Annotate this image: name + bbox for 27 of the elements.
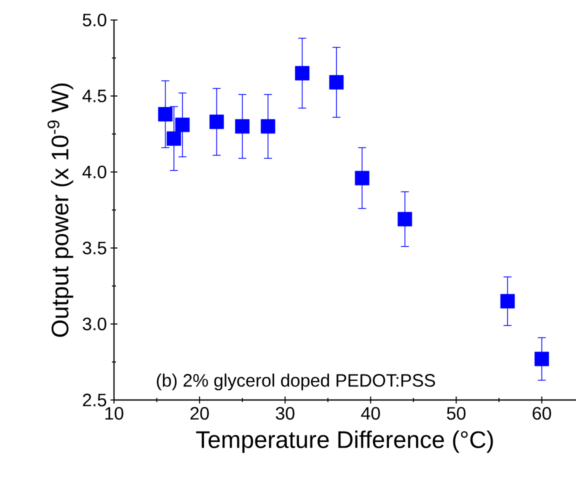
x-tick-label: 40 bbox=[361, 407, 380, 420]
x-tick-label: 30 bbox=[276, 407, 294, 420]
point bbox=[329, 75, 344, 90]
y-tick-label: 4.5 bbox=[82, 90, 106, 102]
point bbox=[158, 107, 173, 122]
annotation: (b) 2% glycerol doped PEDOT:PSS bbox=[156, 374, 436, 390]
point bbox=[534, 352, 549, 366]
x-tick-label: 60 bbox=[532, 407, 552, 420]
y-axis-title: Output power (x 10$^{-9}$ W) bbox=[48, 84, 74, 337]
point bbox=[295, 66, 310, 80]
x-tick-label: 50 bbox=[446, 407, 466, 420]
x-tick-label: 20 bbox=[190, 407, 209, 420]
y-tick-label: 4.0 bbox=[82, 166, 106, 178]
point bbox=[175, 118, 190, 132]
point bbox=[166, 131, 182, 146]
point bbox=[260, 119, 276, 134]
y-tick-label: 2.5 bbox=[82, 394, 106, 406]
point bbox=[209, 114, 224, 130]
y-tick-label: 3.0 bbox=[82, 318, 106, 330]
point bbox=[354, 170, 370, 186]
point bbox=[398, 212, 412, 226]
y-tick-label: 5.0 bbox=[82, 14, 106, 26]
point bbox=[235, 119, 250, 134]
x-axis-title: Temperature Difference (°C) bbox=[196, 430, 493, 453]
y-tick-label: 3.5 bbox=[82, 242, 106, 254]
point bbox=[500, 294, 515, 308]
x-tick-label: 10 bbox=[105, 407, 124, 420]
